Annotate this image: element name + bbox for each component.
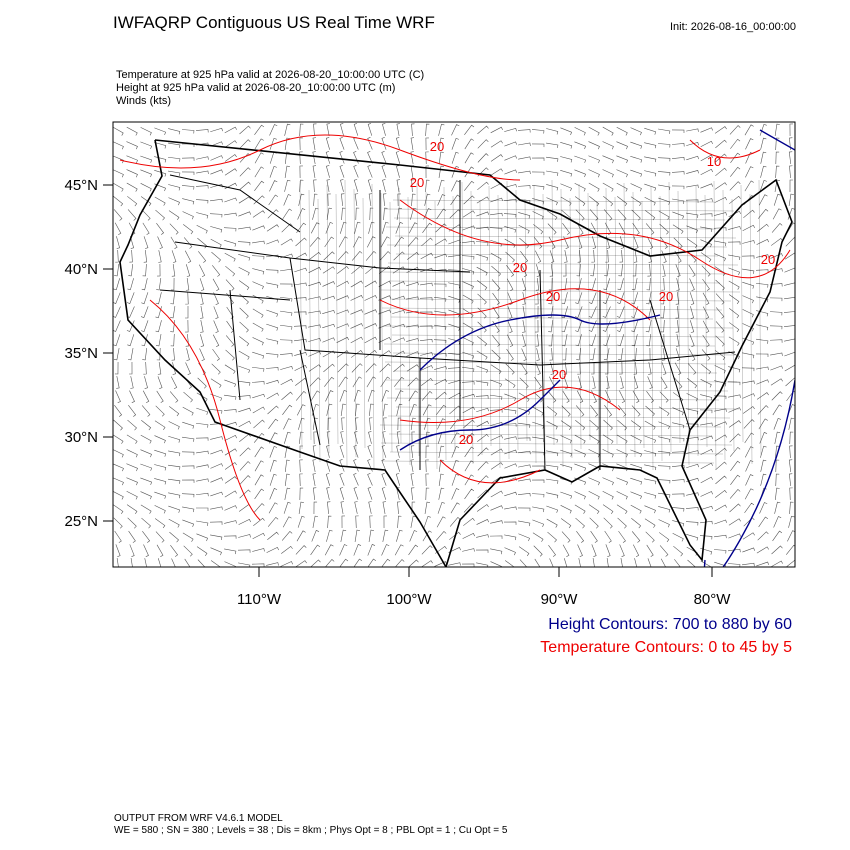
- contour-label: 20: [659, 289, 673, 304]
- footer-line: OUTPUT FROM WRF V4.6.1 MODEL: [114, 813, 283, 824]
- lat-label: 40°N: [64, 261, 98, 278]
- lon-label: 110°W: [237, 591, 282, 608]
- field-label: Winds (kts): [116, 95, 171, 107]
- lon-label: 80°W: [694, 591, 732, 608]
- field-label: Height at 925 hPa valid at 2026-08-20_10…: [116, 82, 395, 94]
- contour-label: 20: [430, 139, 444, 154]
- contour-label: 10: [707, 154, 721, 169]
- state-lines: [159, 174, 736, 471]
- map-frame: [112, 121, 796, 568]
- contour-labels: 20 10 20 20 20 20 20 20 20: [410, 139, 775, 447]
- map: 20 10 20 20 20 20 20 20 20 45°N 40°N 35°N 30°N 25°N 1…: [64, 121, 796, 608]
- contour-label: 20: [459, 432, 473, 447]
- contour-label: 20: [410, 175, 424, 190]
- legend-height: Height Contours: 700 to 880 by 60: [548, 616, 792, 633]
- contour-label: 20: [552, 367, 566, 382]
- footer-line: WE = 580 ; SN = 380 ; Levels = 38 ; Dis …: [114, 825, 508, 836]
- lat-label: 45°N: [64, 177, 98, 194]
- us-outline: [119, 139, 793, 567]
- contour-label: 20: [513, 260, 527, 275]
- title: IWFAQRP Contiguous US Real Time WRF: [113, 13, 435, 32]
- init-time: Init: 2026-08-16_00:00:00: [670, 21, 796, 33]
- lat-label: 25°N: [64, 513, 98, 530]
- field-label: Temperature at 925 hPa valid at 2026-08-…: [116, 69, 424, 81]
- axis-labels: 45°N 40°N 35°N 30°N 25°N 110°W 100°W 90°W 80°W: [64, 177, 731, 608]
- county-lines: [299, 179, 762, 471]
- lon-label: 100°W: [386, 591, 432, 608]
- contour-label: 20: [546, 289, 560, 304]
- lon-label: 90°W: [541, 591, 579, 608]
- contour-label: 20: [761, 252, 775, 267]
- lat-label: 35°N: [64, 345, 98, 362]
- temperature-contours: [119, 134, 791, 521]
- lat-label: 30°N: [64, 429, 98, 446]
- wind-barbs: [113, 123, 795, 567]
- height-contours: [399, 129, 795, 567]
- wind-barb: [113, 123, 795, 567]
- legend-temperature: Temperature Contours: 0 to 45 by 5: [540, 639, 792, 656]
